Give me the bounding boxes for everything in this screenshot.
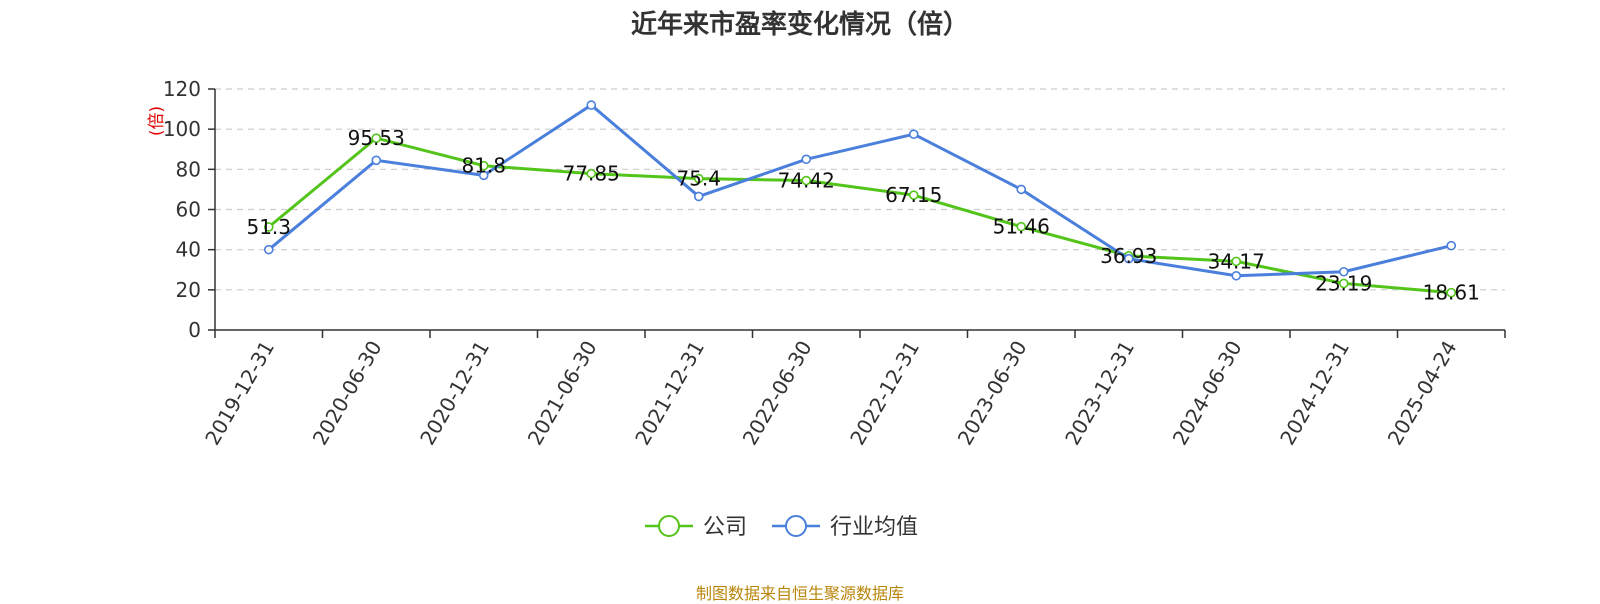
y-axis-unit: (倍) [147,106,167,136]
x-tick-label: 2023-12-31 [1060,337,1139,450]
x-tick-label: 2023-06-30 [953,337,1032,450]
legend-item-1[interactable]: 行业均值 [772,515,918,540]
y-tick-labels: 0 20 40 60 80 100 120 [163,77,201,342]
data-label: 51.3 [246,215,291,239]
data-point [263,244,274,255]
grid-lines [215,88,1505,291]
data-label: 23.19 [1315,271,1372,295]
x-tick-label: 2022-06-30 [738,337,817,450]
data-point [1446,240,1457,251]
y-tick-label: 60 [176,198,201,222]
legend-label: 公司 [703,515,747,540]
y-tick-label: 80 [176,157,201,181]
legend[interactable]: 公司 行业均值 [645,515,918,540]
x-tick-label: 2024-06-30 [1168,337,1247,450]
y-tick-label: 0 [188,318,201,342]
legend-marker [785,515,807,537]
x-tick-labels: 2019-12-31 2020-06-30 2020-12-31 2021-06-30… [200,337,1461,450]
data-label: 34.17 [1208,249,1265,273]
data-point [693,173,704,184]
data-label: 81.8 [461,154,506,178]
line-chart: 0 20 40 60 80 100 120 2019-12-31 2020-06-30 2020… [147,77,1506,540]
x-tick-label: 2021-06-30 [523,337,602,450]
data-point [586,100,597,110]
y-tick-label: 120 [163,77,201,101]
data-point [1231,256,1242,267]
data-labels: 51.3 95.53 81.8 77.85 75.4 74.42 67.15 51.46 36.… [246,126,1479,304]
x-tick-label: 2022-12-31 [845,337,924,450]
x-tick-label: 2020-12-31 [415,337,494,450]
data-label: 75.4 [676,167,721,191]
series-line-0 [267,136,1452,295]
y-tick-label: 20 [176,278,201,302]
data-point [1016,221,1027,232]
data-label: 74.42 [778,169,835,193]
data-point [693,191,704,202]
data-point [801,154,812,165]
legend-marker [658,515,680,537]
data-point [371,133,382,143]
x-tick-label: 2024-12-31 [1275,337,1354,450]
data-label: 18.61 [1423,281,1480,305]
legend-item-0[interactable]: 公司 [645,515,747,540]
axes [208,88,1506,338]
data-point [1338,266,1349,277]
data-point [263,222,274,232]
y-tick-label: 100 [163,117,201,141]
data-label: 36.93 [1100,244,1157,268]
y-tick-label: 40 [176,238,201,262]
data-point [801,175,812,186]
series-group [263,100,1457,298]
data-point [908,190,919,200]
data-point [371,155,382,166]
data-point [478,170,489,181]
chart-title: 近年来市盈率变化情况（倍） [630,10,969,40]
data-point [908,129,919,139]
x-tick-label: 2021-12-31 [630,337,709,450]
x-tick-label: 2019-12-31 [200,337,279,450]
data-point [1231,270,1242,281]
data-label: 67.15 [885,183,942,207]
data-point [1016,184,1027,195]
data-label: 77.85 [563,162,620,186]
data-source-note: 制图数据来自恒生聚源数据库 [695,584,904,603]
data-point [1123,253,1134,264]
data-point [1338,278,1349,289]
x-tick-label: 2025-04-24 [1383,337,1462,450]
data-point [478,160,489,171]
x-tick-label: 2020-06-30 [308,337,387,450]
data-point [586,168,597,179]
data-label: 95.53 [348,126,405,150]
series-line-1 [267,103,1452,278]
legend-label: 行业均值 [830,515,918,540]
data-label: 51.46 [993,215,1050,239]
data-point [1446,287,1457,298]
